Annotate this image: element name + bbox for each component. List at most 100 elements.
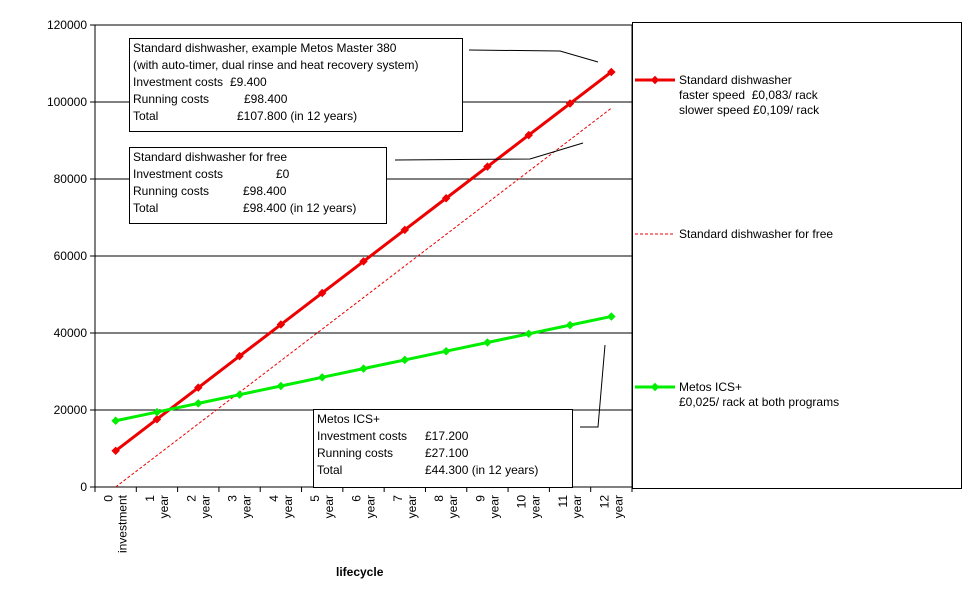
data-point-standard-dishwasher bbox=[194, 383, 203, 392]
legend-std-line-3: slower speed £0,109/ rack bbox=[679, 103, 820, 117]
legend-free-line-1: Standard dishwasher for free bbox=[679, 227, 834, 241]
y-tick-label: 40000 bbox=[54, 326, 88, 340]
legend-swatch-dishwasher-for-free bbox=[635, 233, 675, 235]
x-tick-label-word: year bbox=[198, 495, 212, 518]
annotation-ics-running-value: £27.100 bbox=[425, 446, 469, 460]
annotation-free-running-label: Running costs bbox=[133, 184, 210, 198]
legend-label-metos-ics: Metos ICS+ £0,025/ rack at both programs bbox=[679, 380, 839, 410]
x-tick-label-number: 6 bbox=[350, 495, 364, 502]
x-tick-label-number: 1 bbox=[143, 495, 157, 502]
annotation-free-line-1: Standard dishwasher for free bbox=[133, 150, 288, 164]
legend-item-standard-dishwasher: Standard dishwasher faster speed £0,083/ … bbox=[635, 73, 819, 118]
data-point-standard-dishwasher bbox=[317, 288, 327, 298]
legend-item-metos-ics: Metos ICS+ £0,025/ rack at both programs bbox=[635, 380, 839, 410]
y-tick-label: 60000 bbox=[54, 249, 88, 263]
data-point-standard-dishwasher bbox=[152, 414, 162, 424]
annotation-free-running-value: £98.400 bbox=[243, 184, 287, 198]
annotation-std-investment-value: £9.400 bbox=[230, 75, 267, 89]
data-point-metos-ics bbox=[441, 346, 451, 356]
data-point-metos-ics bbox=[565, 320, 575, 330]
annotation-ics-total-label: Total bbox=[317, 463, 343, 477]
y-tick-label: 80000 bbox=[54, 172, 88, 186]
x-tick-label-number: 5 bbox=[308, 495, 322, 502]
x-tick-label-word: year bbox=[322, 495, 336, 518]
legend-item-dishwasher-for-free: Standard dishwasher for free bbox=[635, 227, 833, 242]
x-tick-label-word: year bbox=[405, 495, 419, 518]
data-point-metos-ics bbox=[276, 381, 286, 391]
legend-swatch-standard-dishwasher bbox=[635, 75, 675, 85]
annotation-free-investment-label: Investment costs bbox=[133, 167, 224, 181]
legend-ics-line-2: £0,025/ rack at both programs bbox=[679, 395, 840, 409]
annotation-std-total-value: £107.800 (in 12 years) bbox=[237, 109, 358, 123]
legend-swatch-metos-ics bbox=[635, 382, 675, 392]
data-point-metos-ics bbox=[400, 355, 410, 365]
x-tick-label-number: 4 bbox=[267, 495, 281, 502]
x-tick-label-word: year bbox=[611, 495, 625, 518]
annotation-leader-line bbox=[394, 142, 584, 161]
x-tick-label-word: year bbox=[281, 495, 295, 518]
data-point-standard-dishwasher bbox=[235, 351, 244, 361]
annotation-free-investment-value: £0 bbox=[276, 167, 290, 181]
annotation-leader-line bbox=[468, 49, 599, 63]
x-tick-label-word: year bbox=[364, 495, 378, 518]
annotation-std-running-value: £98.400 bbox=[244, 92, 288, 106]
annotation-leader-line bbox=[580, 344, 606, 428]
legend-label-standard-dishwasher: Standard dishwasher faster speed £0,083/ … bbox=[679, 73, 819, 118]
x-tick-label-number: 10 bbox=[515, 495, 529, 509]
annotation-std-total-label: Total bbox=[133, 109, 159, 123]
legend-std-line-1: Standard dishwasher bbox=[679, 73, 792, 87]
data-point-standard-dishwasher bbox=[359, 257, 368, 266]
data-point-metos-ics bbox=[152, 407, 162, 417]
data-point-metos-ics bbox=[607, 312, 616, 321]
x-tick-label-number: 12 bbox=[597, 495, 611, 509]
data-point-standard-dishwasher bbox=[483, 162, 492, 171]
annotation-ics-running-label: Running costs bbox=[317, 446, 394, 460]
x-tick-label-number: 3 bbox=[226, 495, 240, 502]
data-point-standard-dishwasher bbox=[276, 320, 286, 329]
data-point-metos-ics bbox=[317, 373, 327, 382]
x-tick-label-word: year bbox=[487, 495, 501, 518]
annotation-ics-investment-label: Investment costs bbox=[317, 429, 408, 443]
x-tick-label-number: 2 bbox=[184, 495, 198, 502]
y-tick-label: 100000 bbox=[47, 95, 87, 109]
annotation-dishwasher-for-free: Standard dishwasher for free Investment … bbox=[129, 147, 387, 224]
y-tick-label: 20000 bbox=[54, 403, 88, 417]
legend-label-dishwasher-for-free: Standard dishwasher for free bbox=[679, 227, 833, 242]
y-tick-label: 120000 bbox=[47, 18, 87, 32]
legend-std-line-2: faster speed £0,083/ rack bbox=[679, 88, 818, 102]
x-tick-label-word: year bbox=[446, 495, 460, 518]
series-line-standard-dishwasher-for-free bbox=[115, 107, 612, 488]
annotation-std-line-1: Standard dishwasher, example Metos Maste… bbox=[133, 41, 397, 55]
annotation-free-total-value: £98.400 (in 12 years) bbox=[243, 201, 357, 215]
data-point-metos-ics bbox=[483, 338, 492, 347]
annotation-ics-line-1: Metos ICS+ bbox=[317, 412, 381, 426]
data-point-metos-ics bbox=[359, 364, 368, 373]
annotation-std-running-label: Running costs bbox=[133, 92, 210, 106]
x-tick-label-word: year bbox=[529, 495, 543, 518]
annotation-free-total-label: Total bbox=[133, 201, 159, 215]
x-tick-label-number: 9 bbox=[473, 495, 487, 502]
x-tick-label-word: year bbox=[157, 495, 171, 518]
x-tick-label-word: year bbox=[570, 495, 584, 518]
annotation-std-line-2: (with auto-timer, dual rinse and heat re… bbox=[133, 58, 419, 72]
legend-ics-line-1: Metos ICS+ bbox=[679, 380, 743, 394]
x-tick-label-word: investment bbox=[116, 494, 130, 553]
x-tick-label-number: 11 bbox=[556, 495, 570, 508]
annotation-standard-dishwasher: Standard dishwasher, example Metos Maste… bbox=[129, 38, 463, 132]
x-tick-label-number: 7 bbox=[391, 495, 405, 502]
data-point-metos-ics bbox=[111, 416, 120, 426]
x-tick-label-number: 0 bbox=[102, 495, 116, 502]
data-point-metos-ics bbox=[524, 329, 533, 339]
data-point-standard-dishwasher bbox=[441, 194, 451, 203]
annotation-ics-total-value: £44.300 (in 12 years) bbox=[425, 463, 539, 477]
data-point-standard-dishwasher bbox=[400, 225, 410, 235]
y-tick-label: 0 bbox=[80, 480, 87, 494]
x-tick-label-number: 8 bbox=[432, 495, 446, 502]
annotation-metos-ics: Metos ICS+ Investment costs £17.200 Runni… bbox=[313, 409, 573, 488]
data-point-standard-dishwasher bbox=[111, 446, 120, 456]
data-point-metos-ics bbox=[194, 399, 203, 408]
data-point-metos-ics bbox=[235, 390, 244, 399]
chart-legend: Standard dishwasher faster speed £0,083/ … bbox=[632, 22, 962, 489]
annotation-ics-investment-value: £17.200 bbox=[425, 429, 469, 443]
x-axis-title: lifecycle bbox=[336, 565, 384, 579]
